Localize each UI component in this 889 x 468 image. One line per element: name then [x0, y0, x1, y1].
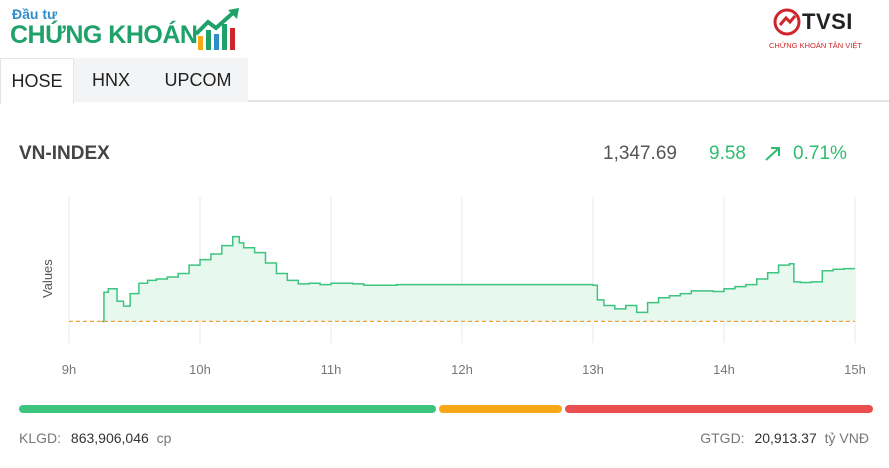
index-change: 9.58 — [709, 143, 746, 164]
tvsi-name: TVSI — [802, 9, 853, 34]
x-tick-label: 10h — [189, 362, 211, 377]
logo-growth-icon — [194, 8, 239, 50]
tab-hnx[interactable]: HNX — [74, 58, 148, 102]
gtgd-value: 20,913.37 — [754, 430, 817, 446]
index-value: 1,347.69 — [603, 143, 677, 164]
x-tick-label: 13h — [582, 362, 604, 377]
x-tick-label: 12h — [451, 362, 473, 377]
index-name: VN-INDEX — [19, 143, 110, 164]
index-percent: 0.71% — [793, 143, 847, 164]
gtgd-label: GTGD: — [700, 430, 745, 446]
logo-line-1: Đầu tư — [12, 6, 58, 22]
dau-tu-chung-khoan-logo[interactable]: Đầu tư CHỨNG KHOÁN — [8, 4, 243, 54]
tab-hose[interactable]: HOSE — [0, 58, 74, 104]
gtgd-unit: tỷ VNĐ — [824, 430, 869, 446]
volume-info: KLGD: 863,906,046 cp — [19, 430, 171, 446]
klgd-label: KLGD: — [19, 430, 62, 446]
intraday-chart: 9h 10h 11h 12h 13h 14h 15h — [62, 197, 866, 377]
tvsi-emblem-icon — [773, 8, 801, 36]
klgd-unit: cp — [156, 430, 172, 446]
y-axis-label: Values — [40, 259, 55, 298]
value-info: GTGD: 20,913.37 tỷ VNĐ — [700, 430, 869, 446]
x-tick-label: 9h — [62, 362, 76, 377]
index-area-fill — [101, 236, 855, 322]
x-tick-label: 14h — [713, 362, 735, 377]
klgd-value: 863,906,046 — [70, 430, 149, 446]
declining-bar — [565, 405, 873, 413]
advancing-bar — [19, 405, 436, 413]
index-line — [101, 235, 855, 323]
logo-line-2: CHỨNG KHOÁN — [10, 21, 198, 49]
tab-upcom[interactable]: UPCOM — [148, 58, 248, 102]
exchange-tabs: HOSE HNX UPCOM — [0, 58, 889, 104]
tvsi-tagline: CHỨNG KHOÁN TÂN VIỆT — [769, 41, 862, 50]
arrow-up-right-icon — [765, 147, 780, 161]
x-tick-label: 11h — [321, 362, 342, 377]
unchanged-bar — [439, 405, 562, 413]
tvsi-logo[interactable]: TVSI CHỨNG KHOÁN TÂN VIỆT — [769, 6, 879, 54]
x-tick-label: 15h — [844, 362, 866, 377]
